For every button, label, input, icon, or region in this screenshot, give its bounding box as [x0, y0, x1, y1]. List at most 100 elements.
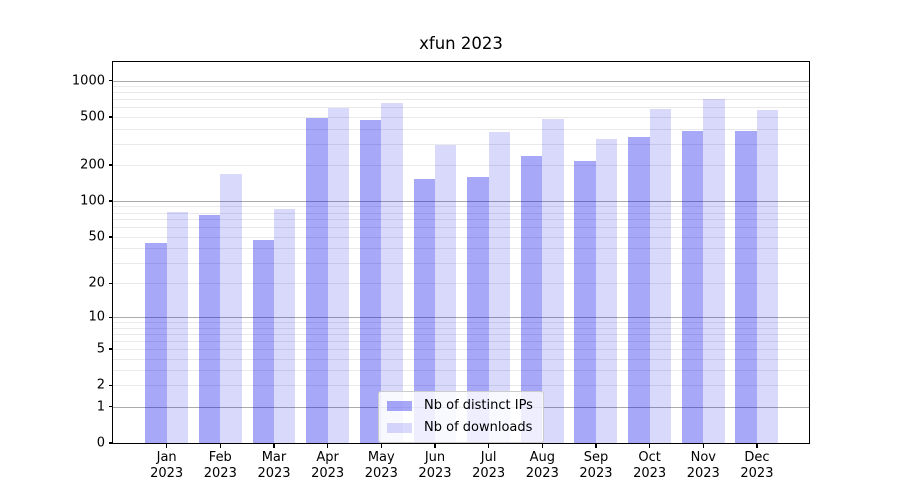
y-tick-label: 20 — [88, 275, 105, 291]
minor-gridline — [113, 92, 809, 94]
y-tick-label: 10 — [88, 309, 105, 325]
minor-gridline — [113, 117, 809, 119]
x-tick-label: Jan 2023 — [150, 450, 184, 481]
bar-distinct-ips-feb — [198, 214, 221, 443]
bar-distinct-ips-jan — [145, 243, 167, 443]
bar-distinct-ips-jul — [467, 177, 489, 443]
minor-gridline — [113, 370, 809, 372]
minor-gridline — [113, 86, 809, 88]
x-tick-label: Oct 2023 — [633, 450, 667, 481]
major-gridline — [113, 80, 809, 82]
minor-gridline — [113, 99, 809, 101]
x-tick-label: Sep 2023 — [579, 450, 613, 481]
y-tick-mark — [108, 236, 113, 238]
minor-gridline — [113, 322, 809, 324]
y-tick-mark — [108, 406, 113, 408]
y-tick-mark — [108, 80, 113, 82]
legend-item-downloads: Nb of downloads — [387, 420, 533, 435]
bar-distinct-ips-aug — [520, 156, 543, 443]
minor-gridline — [113, 164, 809, 166]
x-tick-label: Nov 2023 — [686, 450, 720, 481]
minor-gridline — [113, 262, 809, 264]
y-tick-label: 1000 — [71, 73, 105, 89]
legend-swatch-distinct-ips — [387, 400, 412, 411]
gridlines-layer — [113, 62, 809, 443]
y-tick-mark — [108, 164, 113, 166]
legend: Nb of distinct IPs Nb of downloads — [378, 391, 544, 443]
x-tick-label: Dec 2023 — [740, 450, 774, 481]
x-tick-mark — [649, 443, 651, 448]
bars-layer — [113, 62, 809, 443]
x-tick-mark — [327, 443, 329, 448]
bar-downloads-oct — [649, 109, 672, 443]
minor-gridline — [113, 385, 809, 387]
x-tick-label: Jun 2023 — [418, 450, 452, 481]
bar-distinct-ips-mar — [252, 240, 274, 443]
minor-gridline — [113, 227, 809, 229]
bar-distinct-ips-oct — [628, 137, 650, 443]
minor-gridline — [113, 107, 809, 109]
minor-gridline — [113, 358, 809, 360]
x-tick-mark — [219, 443, 222, 448]
x-tick-mark — [756, 443, 758, 448]
bar-distinct-ips-sep — [574, 161, 596, 443]
y-tick-mark — [108, 442, 113, 444]
minor-gridline — [113, 283, 809, 285]
minor-gridline — [113, 248, 809, 250]
y-tick-label: 500 — [80, 109, 105, 125]
plot-area: Nb of distinct IPs Nb of downloads — [112, 61, 810, 444]
bar-downloads-may — [381, 103, 403, 443]
y-tick-mark — [108, 348, 113, 350]
bar-distinct-ips-jun — [413, 178, 435, 443]
bar-downloads-nov — [703, 99, 725, 443]
bar-distinct-ips-nov — [681, 130, 704, 443]
bar-downloads-aug — [542, 118, 564, 443]
y-tick-mark — [108, 282, 113, 285]
y-tick-label: 100 — [80, 193, 105, 209]
legend-item-distinct-ips: Nb of distinct IPs — [387, 398, 533, 413]
x-tick-mark — [380, 443, 382, 448]
bar-distinct-ips-may — [359, 119, 382, 443]
x-tick-label: Mar 2023 — [257, 450, 291, 481]
y-tick-mark — [108, 316, 113, 318]
y-tick-label: 200 — [80, 157, 105, 173]
minor-gridline — [113, 327, 809, 329]
x-tick-mark — [541, 443, 543, 448]
legend-label-distinct-ips: Nb of distinct IPs — [424, 398, 533, 413]
x-tick-label: Jul 2023 — [472, 450, 506, 481]
y-tick-mark — [108, 116, 113, 118]
x-tick-mark — [595, 443, 597, 448]
y-tick-label: 1 — [96, 399, 105, 415]
minor-gridline — [113, 219, 809, 221]
minor-gridline — [113, 212, 809, 214]
bar-distinct-ips-dec — [735, 130, 757, 443]
bar-downloads-sep — [595, 138, 618, 443]
y-tick-label: 2 — [96, 377, 105, 393]
y-tick-label: 5 — [96, 341, 105, 357]
x-tick-mark — [166, 443, 168, 448]
bar-downloads-feb — [220, 174, 242, 443]
minor-gridline — [113, 236, 809, 238]
major-gridline — [113, 317, 809, 319]
bar-downloads-jun — [434, 145, 457, 443]
y-tick-mark — [108, 200, 113, 202]
minor-gridline — [113, 143, 809, 145]
y-tick-mark — [108, 384, 113, 387]
bar-downloads-jan — [166, 211, 189, 443]
legend-swatch-downloads — [387, 422, 412, 433]
x-tick-mark — [488, 443, 490, 448]
x-tick-label: Aug 2023 — [525, 450, 559, 481]
x-tick-label: Feb 2023 — [203, 450, 237, 481]
minor-gridline — [113, 349, 809, 351]
x-tick-label: Apr 2023 — [311, 450, 345, 481]
minor-gridline — [113, 333, 809, 335]
minor-gridline — [113, 128, 809, 130]
bar-downloads-mar — [273, 208, 296, 443]
x-tick-mark — [273, 443, 275, 448]
minor-gridline — [113, 206, 809, 208]
y-tick-label: 50 — [88, 229, 105, 245]
legend-label-downloads: Nb of downloads — [424, 420, 533, 435]
x-tick-label: May 2023 — [364, 450, 398, 481]
y-tick-label: 0 — [96, 435, 105, 451]
